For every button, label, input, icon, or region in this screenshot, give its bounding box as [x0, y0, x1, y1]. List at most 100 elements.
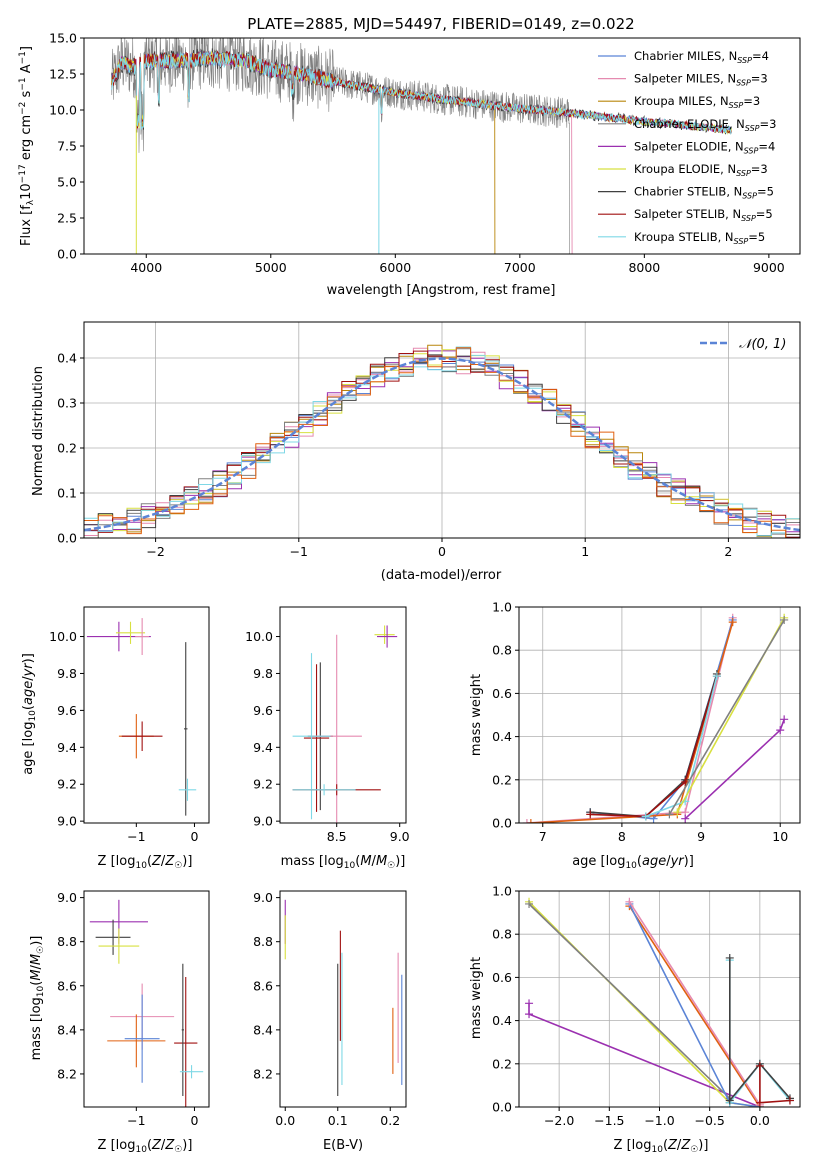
residual-histogram-panel: −2 −1 0 1 2 0.0 0.1 0.2 0.3 0.4 [57, 321, 801, 559]
y-tick-label: 10.0 [49, 103, 77, 118]
hist-legend-label: 𝒩(0, 1) [739, 337, 786, 352]
x-tick-label: −0.5 [694, 1113, 724, 1128]
x-tick-label: 7000 [504, 260, 536, 275]
mass-weight-marker [525, 1010, 534, 1019]
mass-weight-marker [665, 810, 674, 819]
hist-ylabel: Normed distribution [31, 366, 46, 496]
y-tick-label: 0.0 [492, 816, 512, 831]
y-tick-label: 8.8 [253, 934, 273, 949]
x-tick-label: −1 [290, 544, 308, 559]
mass-weight-marker [776, 726, 785, 735]
legend-count: =5 [757, 185, 774, 199]
y-tick-label: 9.0 [253, 890, 273, 905]
mass-vs-metallicity-panel: −1 0 8.2 8.4 8.6 8.8 9.0 [57, 890, 210, 1128]
y-tick-label: 8.4 [253, 1022, 273, 1037]
age-vs-metallicity-panel: −1 0 9.0 9.2 9.4 9.6 9.8 10.0 [49, 606, 210, 844]
agez-ylabel: age [log10(age/yr)] [21, 653, 38, 775]
hist-series-group [84, 344, 800, 538]
legend-entry: Salpeter ELODIE, NSSP=4 [634, 139, 775, 155]
y-tick-label: 0.8 [492, 643, 512, 658]
mass-weight-marker [641, 812, 650, 821]
mass-weight-marker [755, 1061, 764, 1070]
legend-subscript: SSP [736, 169, 751, 178]
massz-xlabel: Z [log10(Z/Z☉)] [98, 1138, 193, 1155]
y-tick-label: 8.2 [253, 1066, 273, 1081]
agez-xlabel: Z [log10(Z/Z☉)] [98, 854, 193, 871]
y-tick-label: 9.2 [57, 777, 77, 792]
mwage-xlabel: age [log10(age/yr)] [572, 854, 694, 871]
mass-weight-marker [586, 810, 595, 819]
mass-weight-line [590, 675, 718, 818]
y-tick-label: 8.4 [57, 1022, 77, 1037]
normal-curve [84, 357, 800, 532]
y-tick-label: 9.8 [57, 666, 77, 681]
spectrum-panel: 4000 5000 6000 7000 8000 9000 0.0 2.5 5.0 7.5 10.0… [49, 31, 801, 275]
x-tick-label: 1 [581, 544, 589, 559]
spectrum-xlabel: wavelength [Angstrom, rest frame] [327, 283, 556, 298]
legend-subscript: SSP [737, 56, 752, 65]
x-tick-label: −2.0 [544, 1113, 574, 1128]
y-tick-label: 0.0 [492, 1100, 512, 1115]
legend-entry: Chabrier MILES, NSSP=4 [634, 49, 769, 65]
y-tick-label: 8.8 [57, 934, 77, 949]
legend-count: =5 [748, 230, 765, 244]
x-tick-label: 8000 [628, 260, 660, 275]
spectrum-series-group [110, 38, 732, 254]
spectrum-ylabel: Flux [fλ10−17 erg cm−2 s−1 A−1] [18, 46, 36, 246]
mass-weight-line [668, 619, 785, 815]
mass-weight-marker [780, 615, 789, 624]
age-vs-mass-panel: 8.5 9.0 9.0 9.2 9.4 9.6 9.8 10.0 [245, 606, 410, 844]
legend-entry: Kroupa MILES, NSSP=3 [634, 94, 760, 110]
y-tick-label: 9.0 [253, 814, 273, 829]
mass-weight-line [628, 905, 761, 1107]
spectrum-line [110, 51, 732, 136]
massz-ylabel: mass [log10(M/M☉)] [29, 936, 46, 1061]
y-tick-label: 7.5 [57, 139, 77, 154]
mass-weight-vs-metallicity-panel: −2.0 −1.5 −1.0 −0.5 0.0 0.0 0.2 0.4 0.6 0.8 1.0 [492, 884, 801, 1128]
mass-weight-line [528, 1003, 761, 1107]
mass-weight-marker [785, 1096, 794, 1105]
x-tick-label: −1.5 [594, 1113, 624, 1128]
errorbar-group [86, 618, 197, 816]
y-tick-label: 8.6 [253, 978, 273, 993]
y-tick-label: 0.4 [492, 1013, 512, 1028]
axes-frame [279, 606, 407, 824]
mass-weight-group [522, 613, 789, 823]
x-tick-label: 2 [724, 544, 732, 559]
massebv-xlabel: E(B-V) [323, 1138, 363, 1153]
legend-count: =4 [758, 139, 775, 153]
y-tick-label: 0.2 [492, 1056, 512, 1071]
x-tick-label: 6000 [379, 260, 411, 275]
mass-weight-marker [728, 618, 737, 627]
y-tick-label: 9.4 [253, 740, 273, 755]
x-tick-label: 8.5 [327, 829, 347, 844]
mass-weight-marker [525, 999, 534, 1008]
y-tick-label: 9.6 [57, 703, 77, 718]
legend-entry: Chabrier ELODIE, NSSP=3 [634, 117, 776, 133]
y-tick-label: 15.0 [49, 31, 77, 46]
x-tick-label: 0.2 [380, 1113, 400, 1128]
mass-weight-marker [725, 1096, 734, 1105]
axes-frame [518, 606, 801, 824]
legend-label: Chabrier STELIB, N [634, 185, 742, 199]
y-tick-label: 9.8 [253, 666, 273, 681]
legend-subscript: SSP [741, 214, 756, 223]
mass-weight-line [526, 617, 734, 823]
legend-subscript: SSP [734, 237, 749, 246]
legend-count: =3 [751, 72, 768, 86]
mass-weight-marker [725, 953, 734, 962]
legend-label: Kroupa STELIB, N [634, 230, 734, 244]
mass-weight-marker [625, 897, 634, 906]
errorbar-group [292, 625, 398, 823]
axes-frame [83, 606, 210, 824]
legend-count: =4 [752, 49, 769, 63]
y-tick-label: 9.2 [253, 777, 273, 792]
x-tick-label: 8 [618, 829, 626, 844]
x-tick-label: 9.0 [390, 829, 410, 844]
y-tick-label: 0.3 [57, 396, 77, 411]
x-tick-label: 0 [190, 1113, 198, 1128]
errorbar-group [284, 899, 403, 1096]
y-tick-label: 9.0 [57, 890, 77, 905]
mass-weight-marker [522, 819, 531, 823]
